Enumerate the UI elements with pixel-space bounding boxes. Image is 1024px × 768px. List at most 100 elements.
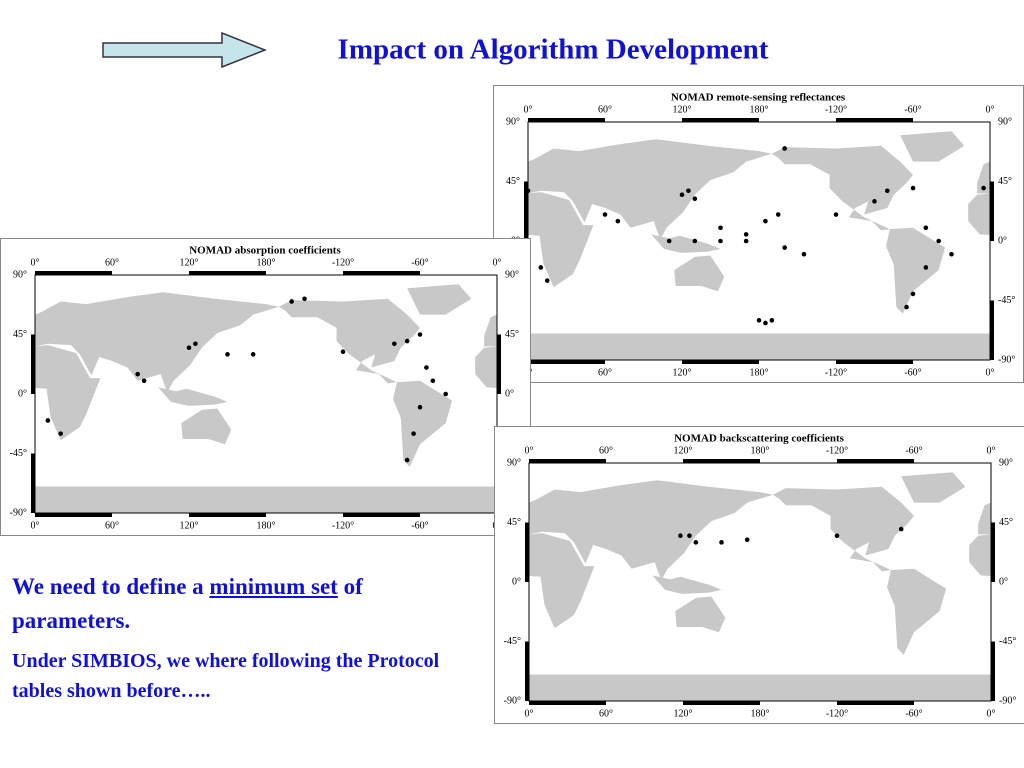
- station-dot: [678, 533, 683, 539]
- continent: [529, 674, 991, 701]
- lat-label: -90°: [10, 507, 27, 518]
- station-dot: [58, 431, 63, 436]
- continent: [181, 408, 232, 445]
- frame-bar: [343, 271, 420, 275]
- continent: [310, 146, 451, 231]
- frame-bar: [189, 513, 266, 517]
- continent: [528, 139, 772, 240]
- continent: [968, 193, 990, 236]
- station-dot: [666, 238, 672, 244]
- station-dot: [910, 185, 916, 191]
- station-dot: [718, 225, 723, 231]
- station-dot: [602, 212, 608, 217]
- continent: [35, 486, 48, 513]
- station-dot: [872, 199, 877, 204]
- lat-label: -45°: [998, 295, 1015, 306]
- station-dot: [687, 533, 692, 539]
- lat-label: 90°: [506, 116, 520, 127]
- lon-label: 0°: [524, 104, 533, 115]
- continent: [158, 387, 228, 406]
- lat-label: 90°: [998, 116, 1012, 127]
- lon-label: 60°: [598, 104, 612, 115]
- map-title: NOMAD absorption coefficients: [189, 245, 341, 257]
- lon-label: -120°: [825, 104, 847, 115]
- continent: [887, 568, 947, 655]
- slide-title: Impact on Algorithm Development: [338, 34, 769, 66]
- lon-label: -120°: [826, 445, 848, 456]
- lat-label: -45°: [504, 636, 521, 647]
- continent: [529, 674, 542, 701]
- frame-bar: [525, 522, 529, 582]
- lon-label: 180°: [750, 104, 769, 115]
- station-dot: [769, 318, 775, 323]
- lat-label: 45°: [505, 329, 519, 340]
- lon-label: 0°: [987, 708, 996, 719]
- station-dot: [424, 365, 429, 370]
- continent: [35, 486, 497, 513]
- station-dot: [615, 218, 621, 224]
- station-dot: [782, 146, 787, 151]
- station-dot: [782, 245, 787, 250]
- station-dot: [693, 540, 699, 545]
- station-dot: [193, 341, 198, 347]
- station-dot: [763, 218, 768, 224]
- lon-label: 120°: [180, 257, 199, 268]
- lon-label: 60°: [598, 367, 612, 378]
- frame-bar: [529, 701, 606, 705]
- continent: [886, 227, 946, 314]
- frame-bar: [528, 360, 605, 364]
- continent: [977, 161, 990, 194]
- frame-bar: [524, 181, 528, 241]
- lat-label: 0°: [512, 576, 521, 587]
- lat-label: 0°: [18, 388, 27, 399]
- frame-bar: [683, 459, 760, 463]
- frame-bar: [990, 181, 994, 241]
- emphasis: minimum set: [209, 574, 338, 599]
- lon-label: 120°: [180, 520, 199, 531]
- station-dot: [763, 320, 768, 326]
- text: We need to define a: [12, 574, 204, 599]
- station-dot: [756, 318, 762, 323]
- lon-label: 60°: [599, 708, 613, 719]
- map-panel: NOMAD remote-sensing reflectances 0° 0° 60°…: [310, 85, 1024, 383]
- lon-label: 0°: [986, 367, 995, 378]
- lat-label: 0°: [505, 388, 514, 399]
- frame-bar: [836, 360, 913, 364]
- paragraph: Under SIMBIOS, we where following the Pr…: [12, 650, 440, 702]
- frame-bar: [991, 522, 995, 582]
- station-dot: [744, 537, 750, 542]
- station-dot: [904, 304, 909, 310]
- station-dot: [404, 457, 410, 463]
- lon-label: 0°: [525, 708, 534, 719]
- continent: [969, 534, 991, 577]
- station-dot: [45, 418, 51, 423]
- landmass: [310, 131, 990, 360]
- station-dot: [544, 278, 550, 283]
- continent: [35, 345, 101, 441]
- continent: [652, 575, 722, 594]
- station-dot: [417, 404, 423, 410]
- frame-bar: [497, 334, 501, 394]
- station-dot: [686, 188, 691, 194]
- station-dot: [898, 526, 904, 532]
- station-dot: [250, 352, 256, 357]
- lon-label: 0°: [493, 257, 502, 268]
- lat-label: 90°: [999, 457, 1013, 468]
- frame-bar: [836, 118, 913, 122]
- frame-bar: [682, 118, 759, 122]
- frame-bar: [991, 641, 995, 701]
- frame-bar: [528, 118, 605, 122]
- continent: [900, 131, 965, 162]
- landmass: [35, 284, 497, 513]
- lat-label: 0°: [998, 235, 1007, 246]
- lon-label: 180°: [257, 257, 276, 268]
- station-dot: [692, 238, 698, 244]
- continent: [484, 314, 497, 347]
- lon-label: -60°: [411, 520, 428, 531]
- continent: [393, 380, 453, 467]
- lon-label: 180°: [751, 445, 770, 456]
- frame-bar: [35, 513, 112, 517]
- frame-bar: [529, 459, 606, 463]
- station-dot: [949, 251, 954, 257]
